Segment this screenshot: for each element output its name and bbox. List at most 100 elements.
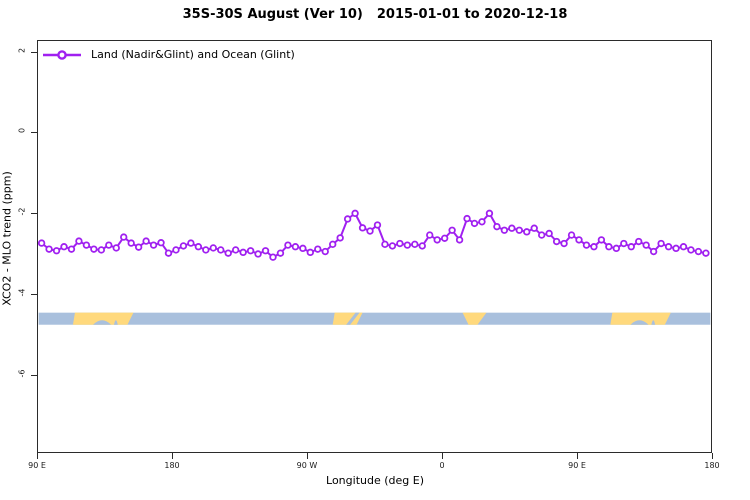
data-point [142,237,150,245]
data-point [306,248,314,257]
data-point [97,246,106,254]
legend: Land (Nadir&Glint) and Ocean (Glint) [42,48,295,61]
data-point [627,243,635,251]
data-point [418,242,426,250]
data-point [694,247,703,256]
data-point [164,249,173,257]
data-point [105,241,113,249]
data-point [179,242,188,250]
data-point [538,231,546,239]
data-point [515,226,523,234]
data-point [552,237,561,246]
data-point [45,245,53,253]
data-point [276,249,285,257]
data-point [463,214,471,223]
x-tick [37,453,38,459]
data-point [470,219,479,228]
data-point [269,253,277,261]
data-point [60,243,68,251]
x-tick [442,453,443,459]
data-point [90,245,98,253]
data-point [635,237,643,246]
map-band-water-rio-de-la-plata [346,312,360,325]
data-point [38,239,46,247]
data-point [209,244,217,252]
data-point [112,244,120,252]
chart-title: 35S-30S August (Ver 10) 2015-01-01 to 202… [0,7,750,22]
y-tick-label: 2 [17,47,27,54]
data-point [396,239,404,248]
data-point [642,241,650,249]
data-point [261,247,270,255]
data-point [620,239,628,248]
data-point [478,218,486,226]
x-tick-label: 180 [704,461,720,470]
legend-circle [57,49,67,60]
data-point [448,226,456,234]
data-point [493,222,501,231]
map-band-water-great-australian-bight [93,320,112,325]
data-point [403,241,412,249]
map-band-ocean [38,312,711,325]
y-tick [31,52,37,53]
data-point [224,249,232,257]
data-point [612,244,621,253]
data-point [314,245,322,253]
x-tick [307,453,308,459]
data-point [597,236,606,244]
data-point [373,221,382,229]
data-point [530,224,538,232]
data-point [649,247,658,256]
x-tick-label: 90 E [568,461,586,470]
data-point [254,250,262,258]
plot-svg [38,209,711,325]
data-point [299,244,307,253]
data-point [664,243,673,251]
data-point [52,247,61,255]
y-tick-label: -2 [17,207,27,216]
x-tick [712,453,713,459]
data-point [605,243,613,251]
data-point [508,224,516,232]
data-point [75,237,83,245]
data-point [702,249,710,257]
data-point [388,242,397,250]
data-point [194,243,203,251]
data-point [455,236,464,244]
x-tick [172,453,173,459]
data-point [202,246,210,254]
data-point [560,239,568,248]
data-line [40,212,707,259]
data-point [149,241,158,249]
data-point [231,246,240,254]
x-axis-title: Longitude (deg E) [326,474,424,487]
data-point [120,233,128,241]
data-point [657,239,665,248]
x-tick-label: 180 [164,461,180,470]
y-tick-label: -6 [17,369,27,378]
data-point [329,240,337,249]
map-band-land-australia [72,312,134,325]
map-band-water-great-australian-bight-repeat [630,320,649,325]
data-point [381,240,389,249]
data-point [567,231,576,239]
data-point [321,247,329,256]
data-point [187,239,195,247]
x-tick-label: 90 W [296,461,318,470]
data-point [336,234,344,242]
data-point [582,241,591,249]
data-point [590,243,598,251]
data-point [426,231,434,239]
data-point [246,247,255,255]
data-point [284,241,292,249]
map-band-water-spencer-gulf-repeat [651,320,656,325]
data-point [239,248,247,257]
map-band-water-spencer-gulf [114,320,118,325]
data-point [291,243,300,251]
legend-label: Land (Nadir&Glint) and Ocean (Glint) [91,48,295,61]
data-point [575,236,583,244]
y-tick [31,294,37,295]
y-tick-label: 0 [17,127,27,134]
chart-title-range: 35S-30S August (Ver 10) [182,7,363,22]
y-tick [31,213,37,214]
